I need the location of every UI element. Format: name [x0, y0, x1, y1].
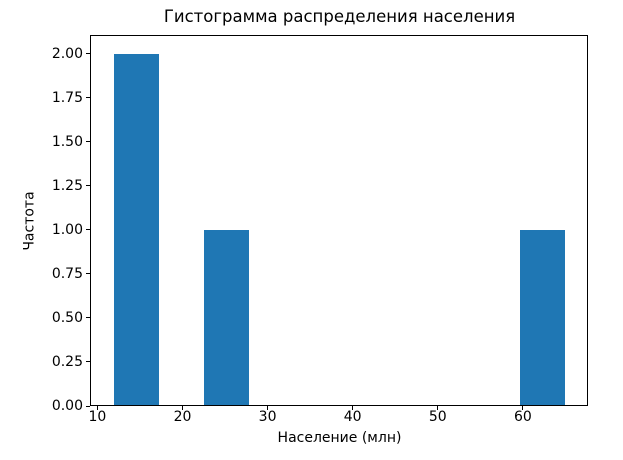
x-tick-mark	[437, 406, 439, 410]
plot-area	[90, 35, 588, 406]
x-tick-label: 60	[513, 409, 532, 425]
x-tick-label: 10	[88, 409, 107, 425]
y-tick-mark	[86, 53, 90, 55]
x-tick-mark	[267, 406, 269, 410]
x-tick-label: 20	[173, 409, 192, 425]
y-tick-mark	[86, 229, 90, 231]
y-tick-label: 1.50	[51, 133, 83, 150]
x-tick-mark	[181, 406, 183, 410]
y-tick-label: 0.75	[51, 265, 83, 282]
y-tick-label: 0.25	[51, 353, 83, 370]
x-tick-label: 30	[258, 409, 277, 425]
chart-title: Гистограмма распределения населения	[163, 7, 516, 26]
y-tick-mark	[86, 361, 90, 363]
y-tick-label: 1.25	[51, 177, 83, 194]
x-tick-label: 40	[343, 409, 362, 425]
y-tick-mark	[86, 405, 90, 407]
x-axis-label: Население (млн)	[277, 430, 402, 446]
y-tick-mark	[86, 97, 90, 99]
x-tick-mark	[352, 406, 354, 410]
histogram-bar	[520, 229, 566, 405]
x-tick-label: 50	[428, 409, 447, 425]
y-tick-label: 0.00	[51, 398, 83, 414]
y-tick-mark	[86, 317, 90, 319]
y-tick-mark	[86, 185, 90, 187]
histogram-bar	[203, 229, 250, 405]
x-tick-mark	[96, 406, 98, 410]
y-tick-label: 2.00	[51, 45, 83, 62]
y-tick-label: 1.75	[51, 89, 83, 106]
histogram-bar	[113, 53, 159, 405]
x-tick-mark	[522, 406, 524, 410]
y-tick-label: 0.50	[51, 309, 83, 326]
y-tick-mark	[86, 273, 90, 275]
y-tick-label: 1.00	[51, 221, 83, 238]
y-tick-mark	[86, 141, 90, 143]
